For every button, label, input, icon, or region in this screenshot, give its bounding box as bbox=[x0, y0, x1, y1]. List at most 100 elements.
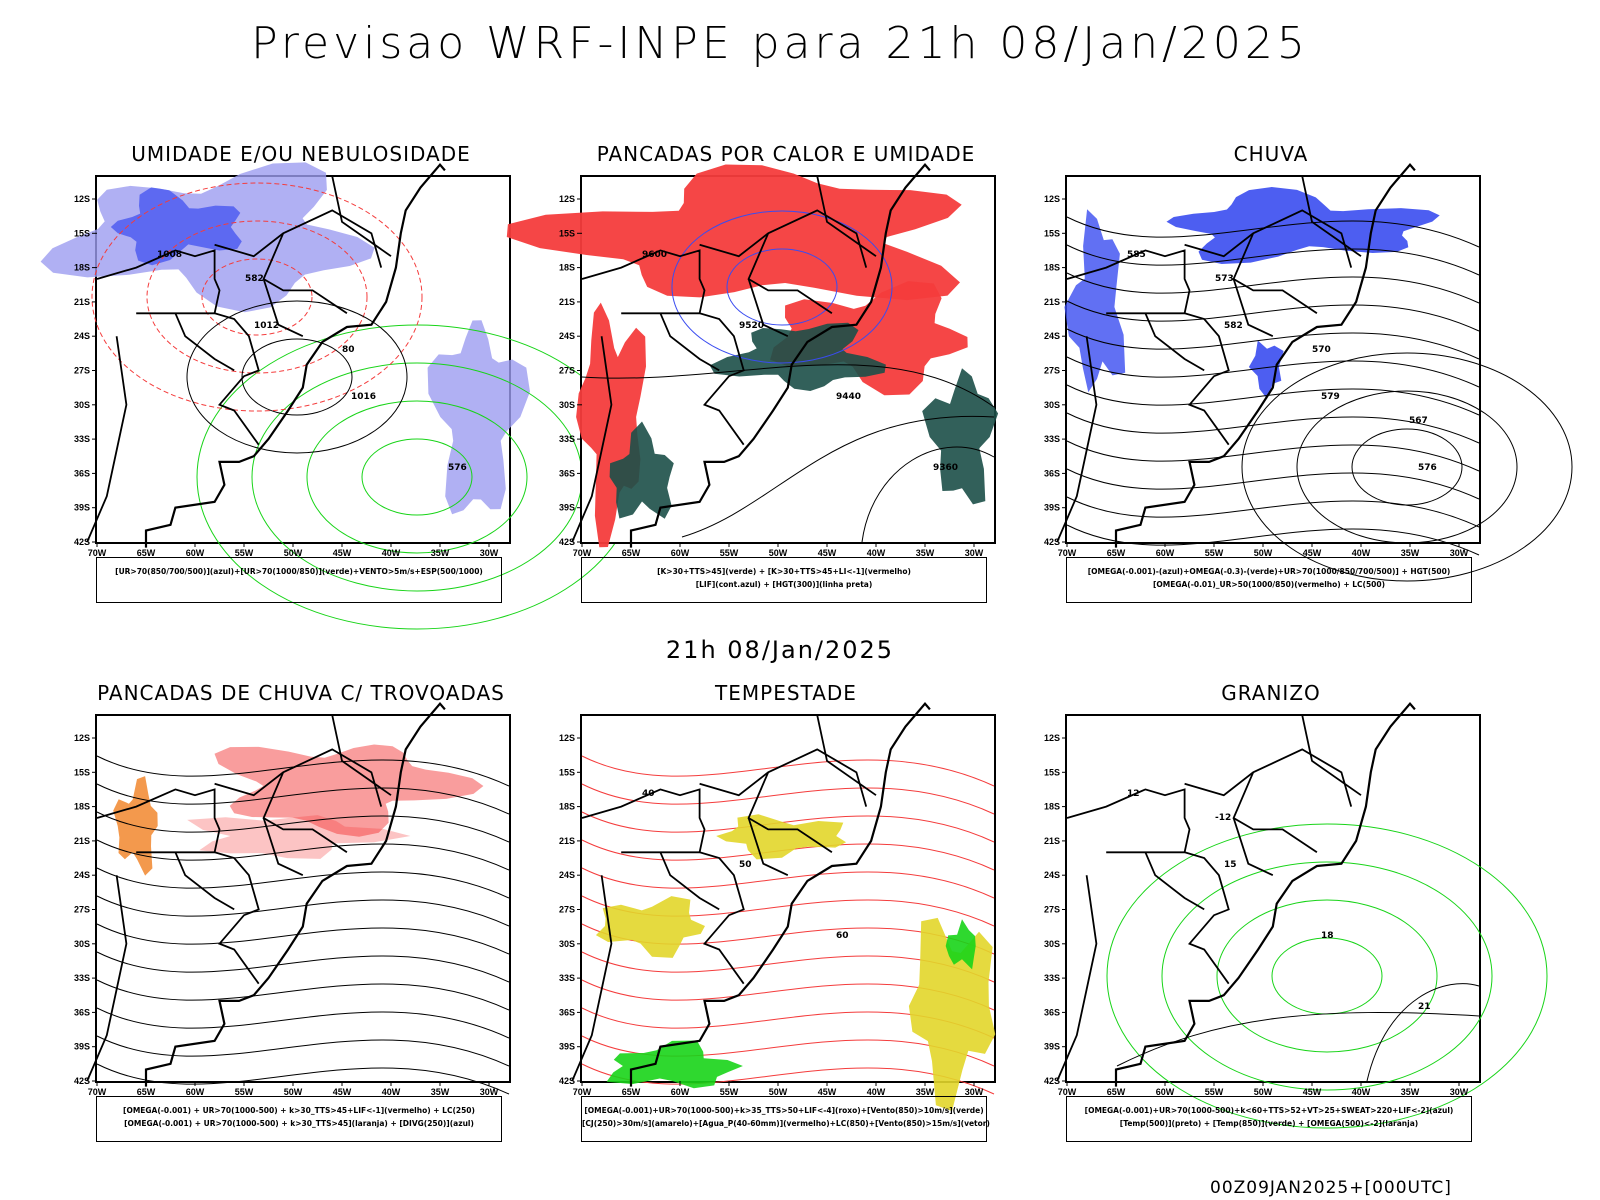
country-border bbox=[699, 748, 868, 807]
country-border bbox=[747, 771, 833, 854]
streamline bbox=[96, 979, 510, 1011]
lon-label: 30W bbox=[965, 548, 984, 558]
coastline bbox=[629, 163, 931, 548]
lon-label: 40W bbox=[382, 1087, 401, 1097]
legend-text: [OMEGA(-0.001)+UR>70(1000-500)+k>35_TTS>… bbox=[584, 1106, 984, 1115]
height-contour bbox=[681, 415, 995, 538]
lon-label: 35W bbox=[916, 1087, 935, 1097]
lon-label: 30W bbox=[965, 1087, 984, 1097]
coastline bbox=[144, 163, 446, 548]
lat-label: 12S bbox=[74, 733, 90, 743]
streamline bbox=[96, 923, 510, 955]
country-border bbox=[1144, 312, 1205, 372]
country-border bbox=[86, 875, 128, 1082]
lat-label: 36S bbox=[559, 468, 575, 478]
coastline bbox=[1114, 163, 1416, 548]
lat-label: 27S bbox=[1044, 366, 1060, 376]
lon-label: 55W bbox=[1205, 1087, 1224, 1097]
contour-line bbox=[726, 248, 838, 326]
country-border bbox=[1232, 817, 1274, 877]
lat-label: 36S bbox=[74, 468, 90, 478]
country-border bbox=[659, 312, 720, 372]
country-border bbox=[262, 278, 304, 338]
country-border bbox=[1056, 875, 1098, 1082]
lat-label: 33S bbox=[1044, 434, 1060, 444]
streamline bbox=[96, 839, 510, 871]
country-border bbox=[331, 175, 392, 257]
lat-label: 21S bbox=[1044, 836, 1060, 846]
contour-label: 18 bbox=[1321, 931, 1334, 941]
lon-label: 65W bbox=[622, 548, 641, 558]
legend-text: [Temp(500)](preto) + [Temp(850)](verde) … bbox=[1119, 1119, 1419, 1128]
lat-label: 36S bbox=[559, 1007, 575, 1017]
contour-label: 576 bbox=[1418, 463, 1437, 473]
lat-label: 42S bbox=[74, 537, 90, 547]
lon-label: 35W bbox=[1401, 1087, 1420, 1097]
lon-label: 45W bbox=[818, 548, 837, 558]
lat-label: 27S bbox=[1044, 905, 1060, 915]
lat-label: 18S bbox=[559, 263, 575, 273]
lat-label: 33S bbox=[74, 434, 90, 444]
lat-label: 12S bbox=[1044, 733, 1060, 743]
country-border bbox=[1144, 851, 1205, 911]
lat-label: 15S bbox=[559, 228, 575, 238]
lat-label: 36S bbox=[1044, 1007, 1060, 1017]
lon-label: 30W bbox=[480, 1087, 499, 1097]
streamline bbox=[1066, 216, 1480, 248]
country-border bbox=[174, 312, 235, 372]
field-area bbox=[1166, 187, 1440, 264]
field-area bbox=[716, 814, 847, 860]
country-border bbox=[262, 817, 304, 877]
lon-label: 35W bbox=[916, 548, 935, 558]
legend-box: [OMEGA(-0.001)+UR>70(1000-500)+k>35_TTS>… bbox=[581, 1096, 990, 1142]
country-border bbox=[747, 278, 789, 338]
lon-label: 55W bbox=[720, 548, 739, 558]
contour-label: 80 bbox=[342, 345, 355, 355]
lat-label: 39S bbox=[559, 503, 575, 513]
country-border bbox=[1184, 748, 1353, 807]
lat-label: 42S bbox=[559, 1076, 575, 1086]
country-border bbox=[1301, 175, 1362, 257]
lat-label: 24S bbox=[1044, 331, 1060, 341]
country-border bbox=[96, 249, 260, 446]
lat-label: 15S bbox=[559, 767, 575, 777]
streamline bbox=[96, 895, 510, 927]
field-area bbox=[187, 815, 411, 859]
lon-label: 70W bbox=[573, 548, 592, 558]
field-area bbox=[1248, 340, 1284, 399]
lat-label: 15S bbox=[74, 228, 90, 238]
field-area bbox=[1064, 209, 1126, 393]
lon-label: 50W bbox=[769, 1087, 788, 1097]
lat-label: 42S bbox=[559, 537, 575, 547]
legend-text: [OMEGA(-0.001) + UR>70(1000-500) + k>30_… bbox=[123, 1106, 475, 1115]
field-area bbox=[908, 917, 996, 1112]
country-border bbox=[659, 851, 720, 911]
legend-box: [K>30+TTS>45](verde) + [K>30+TTS>45+LI<-… bbox=[581, 557, 987, 603]
lon-label: 45W bbox=[333, 548, 352, 558]
lat-label: 39S bbox=[559, 1042, 575, 1052]
streamline bbox=[1066, 496, 1480, 528]
streamline bbox=[581, 755, 995, 787]
lat-label: 12S bbox=[74, 194, 90, 204]
contour-label: 9440 bbox=[836, 392, 861, 402]
legend-text: [CJ(250)>30m/s](amarelo)+[Agua_P(40-60mm… bbox=[582, 1119, 990, 1128]
country-border bbox=[96, 788, 260, 985]
height-contour bbox=[581, 364, 995, 408]
country-border bbox=[1184, 209, 1353, 268]
lat-label: 24S bbox=[74, 331, 90, 341]
streamline bbox=[96, 783, 510, 815]
lat-label: 21S bbox=[1044, 297, 1060, 307]
panel-title: CHUVA bbox=[1233, 142, 1309, 166]
field-area bbox=[595, 896, 705, 958]
lat-label: 30S bbox=[559, 939, 575, 949]
legend-text: [OMEGA(-0.001) + UR>70(1000-500) + k>30_… bbox=[124, 1119, 474, 1128]
lat-label: 18S bbox=[1044, 802, 1060, 812]
contour-line bbox=[1216, 899, 1438, 1053]
forecast-map: 12S 15S 18S 21S 24S 27S 30S 33S 36S 39S 42S 70W 65W 6… bbox=[74, 702, 511, 1097]
lat-label: 42S bbox=[1044, 1076, 1060, 1086]
lat-label: 12S bbox=[559, 733, 575, 743]
map-canvas: 40 50 60 12S 15S 18S 21S 24S 27S 30S 33S 36S 39S 42S7… bbox=[559, 702, 996, 1112]
lat-label: 18S bbox=[559, 802, 575, 812]
lat-label: 15S bbox=[1044, 767, 1060, 777]
lon-label: 50W bbox=[1254, 1087, 1273, 1097]
